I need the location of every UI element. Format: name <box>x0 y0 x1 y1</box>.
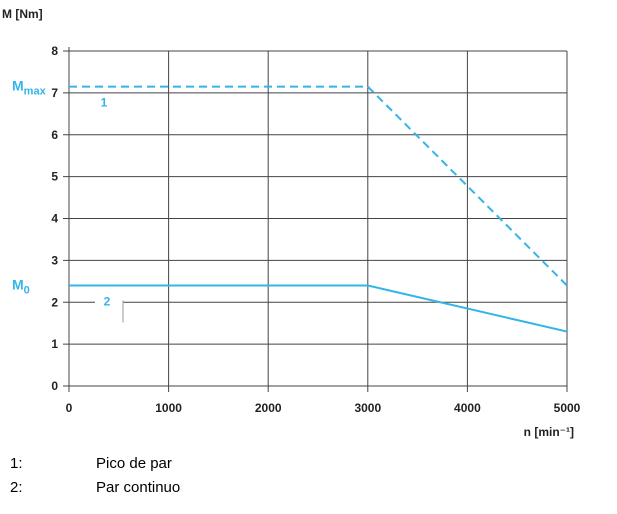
legend-text-2: Par continuo <box>96 479 181 496</box>
legend-item-1: 1: Pico de par <box>10 452 180 476</box>
legend: 1: Pico de par 2: Par continuo <box>10 452 180 500</box>
legend-text-1: Pico de par <box>96 455 172 472</box>
x-tick-label: 1000 <box>155 401 182 415</box>
x-tick-label: 0 <box>66 401 73 415</box>
y-tick-label: 4 <box>51 212 58 226</box>
legend-number-1: 1: <box>10 455 23 472</box>
curve-label-2: 2 <box>104 295 111 309</box>
series-group <box>69 85 568 333</box>
grid <box>69 50 568 386</box>
series-line-2 <box>69 284 568 333</box>
curve-label-1: 1 <box>101 96 108 110</box>
x-axis-title: n [min⁻¹] <box>524 425 574 439</box>
y-tick-label: 8 <box>51 44 58 58</box>
y-tick-label: 1 <box>51 337 58 351</box>
y-tick-label: 6 <box>51 128 58 142</box>
x-tick-label: 4000 <box>454 401 481 415</box>
annotations: 1 2 Mmax M0 <box>12 78 124 323</box>
m0-label: M0 <box>12 277 30 297</box>
x-tick-label: 5000 <box>554 401 581 415</box>
curve-label-2-box <box>95 290 123 323</box>
y-tick-label: 7 <box>51 86 58 100</box>
y-tick-label: 5 <box>51 170 58 184</box>
x-tick-label: 3000 <box>354 401 381 415</box>
x-tick-label: 2000 <box>255 401 282 415</box>
series-line-1 <box>69 85 568 287</box>
y-tick-label: 2 <box>51 295 58 309</box>
legend-item-2: 2: Par continuo <box>10 476 180 500</box>
y-tick-label: 3 <box>51 253 58 267</box>
y-axis-title: M [Nm] <box>2 7 43 21</box>
axes <box>63 47 568 392</box>
mmax-label: Mmax <box>12 78 47 98</box>
y-tick-label: 0 <box>51 379 58 393</box>
legend-number-2: 2: <box>10 479 23 496</box>
tick-labels: 0 1000 2000 3000 4000 5000 0 1 2 3 4 5 6 7 8 <box>51 44 580 415</box>
